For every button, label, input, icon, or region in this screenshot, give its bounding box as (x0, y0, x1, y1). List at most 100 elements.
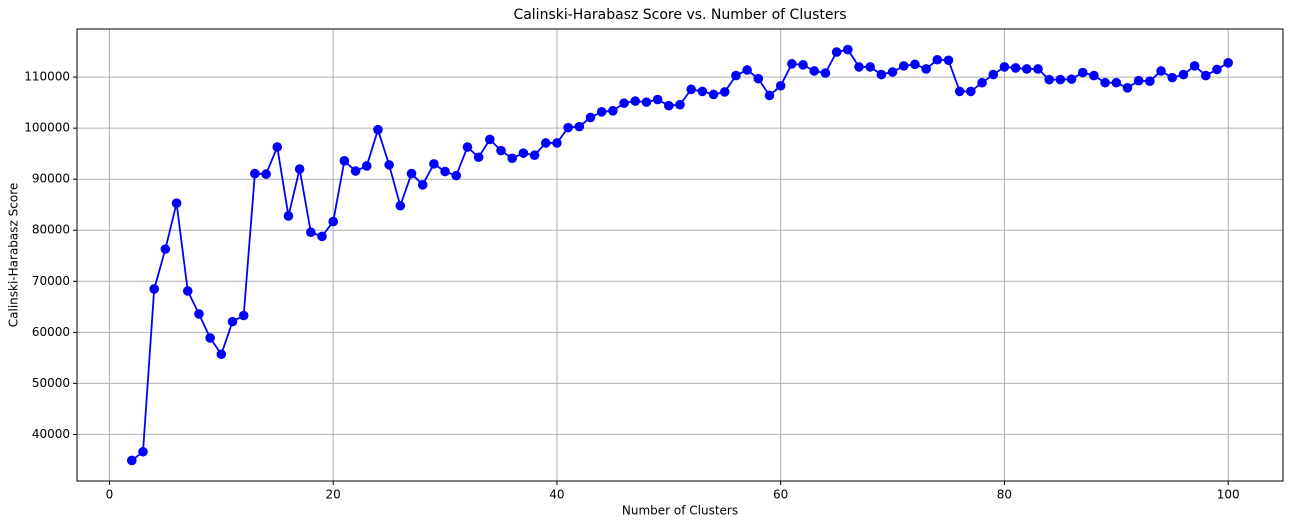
point (652, 94, 663, 105)
point (261, 169, 271, 179)
point (1111, 77, 1122, 88)
point (932, 54, 943, 65)
point (843, 44, 853, 55)
grid (77, 29, 1283, 481)
point (350, 166, 361, 176)
point (641, 97, 652, 107)
point (686, 84, 696, 95)
point (518, 148, 529, 158)
point (496, 145, 506, 156)
x-tick-label: 100 (1217, 488, 1240, 502)
point (898, 61, 909, 71)
point (552, 138, 562, 148)
point (328, 216, 338, 227)
point (831, 47, 842, 57)
point (675, 99, 685, 110)
point (1189, 61, 1200, 71)
point (585, 112, 596, 123)
point (966, 86, 976, 97)
point (1010, 63, 1021, 73)
point (697, 86, 708, 97)
point (787, 59, 797, 69)
point (529, 150, 540, 161)
point (384, 160, 394, 170)
point (473, 152, 484, 163)
point (294, 164, 305, 174)
point (216, 349, 227, 360)
y-tick-label: 100000 (24, 121, 70, 135)
point (887, 67, 898, 77)
point (429, 159, 439, 169)
point (227, 316, 238, 327)
point (563, 122, 573, 133)
y-tick-label: 80000 (32, 223, 70, 237)
chart-title: Calinski-Harabasz Score vs. Number of Cl… (513, 7, 846, 23)
point (1223, 58, 1233, 68)
axes-frame (76, 28, 1284, 482)
point (250, 168, 260, 179)
point (876, 69, 887, 80)
point (1145, 76, 1155, 86)
point (731, 70, 741, 81)
point (630, 96, 641, 106)
y-tick-label: 40000 (32, 427, 70, 441)
y-tick-label: 90000 (32, 172, 70, 186)
point (999, 62, 1010, 72)
point (910, 59, 920, 70)
point (1212, 64, 1222, 75)
point (742, 65, 752, 75)
point (798, 60, 808, 70)
point (574, 121, 585, 132)
point (775, 80, 786, 91)
point (1066, 74, 1077, 84)
point (921, 64, 931, 74)
x-tick-label: 60 (773, 488, 788, 502)
point (127, 455, 137, 466)
point (440, 166, 450, 177)
point (160, 244, 171, 254)
point (753, 73, 764, 84)
point (596, 107, 607, 117)
point (943, 55, 954, 66)
point (406, 168, 417, 179)
point (205, 333, 215, 343)
x-axis-label: Number of Clusters (622, 504, 738, 518)
point (954, 86, 965, 97)
y-tick-label: 50000 (32, 376, 70, 390)
point (1022, 64, 1032, 74)
point (306, 227, 316, 238)
point (540, 138, 551, 148)
point (1133, 75, 1144, 86)
point (182, 286, 193, 296)
point (1100, 77, 1110, 88)
point (485, 134, 495, 145)
point (395, 200, 406, 211)
y-tick-label: 70000 (32, 274, 70, 288)
point (1089, 70, 1099, 81)
point (361, 161, 372, 171)
point (149, 284, 159, 294)
point (171, 198, 182, 208)
y-tick-label: 60000 (32, 325, 70, 339)
point (462, 142, 473, 152)
point (507, 153, 517, 164)
point (854, 62, 864, 72)
point (339, 156, 350, 166)
y-tick-label: 110000 (24, 70, 70, 84)
x-tick-label: 40 (549, 488, 564, 502)
point (317, 231, 327, 242)
x-tick-label: 80 (997, 488, 1012, 502)
point (664, 100, 674, 111)
x-tick-label: 20 (326, 488, 341, 502)
point (719, 87, 730, 97)
point (1201, 70, 1211, 81)
point (1156, 66, 1166, 76)
point (820, 68, 831, 78)
point (238, 310, 249, 321)
point (977, 77, 987, 88)
point (608, 105, 618, 116)
point (1167, 72, 1178, 83)
point (1044, 74, 1054, 85)
point (988, 69, 999, 80)
